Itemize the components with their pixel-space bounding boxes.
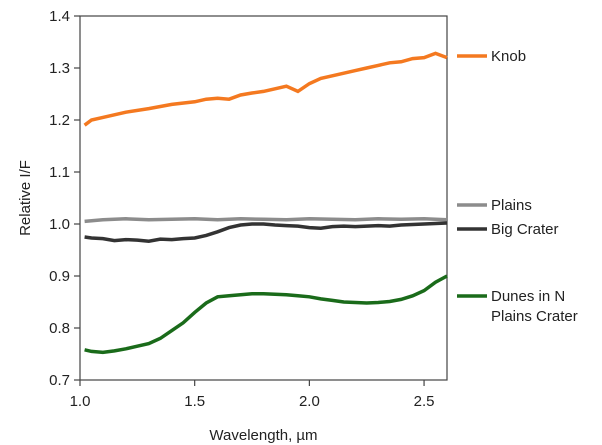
legend: Knob Plains Big Crater Dunes in N Plains Cra… [457,48,578,325]
plot-frame [79,15,448,381]
series-line-0 [83,51,448,127]
series-line-3 [84,274,448,355]
x-tick-label: 2.5 [414,393,435,410]
y-axis-ticks: 0.7 0.8 0.9 1.0 1.1 1.2 1.3 1.4 [49,8,80,389]
y-tick-label: 1.2 [49,112,70,129]
series-lines [83,51,448,355]
series-line-2 [84,221,448,243]
x-axis-title: Wavelength, µm [209,427,317,444]
y-tick-label: 1.3 [49,60,70,77]
y-tick-label: 0.7 [49,372,70,389]
x-tick-label: 1.0 [70,393,91,410]
legend-label-3: Dunes in N Plains Crater [491,288,578,325]
x-tick-label: 2.0 [299,393,320,410]
x-tick-label: 1.5 [184,393,205,410]
series-line-1 [84,217,448,224]
legend-label-0: Knob [491,48,526,65]
plot-border [79,15,448,381]
y-tick-label: 1.1 [49,164,70,181]
legend-label-2: Big Crater [491,221,559,238]
y-axis-title: Relative I/F [17,160,34,236]
legend-label-1: Plains [491,197,532,214]
y-tick-label: 1.4 [49,8,70,25]
y-tick-label: 0.9 [49,268,70,285]
y-tick-label: 0.8 [49,320,70,337]
x-axis-ticks: 1.0 1.5 2.0 2.5 [70,380,435,410]
y-tick-label: 1.0 [49,216,70,233]
